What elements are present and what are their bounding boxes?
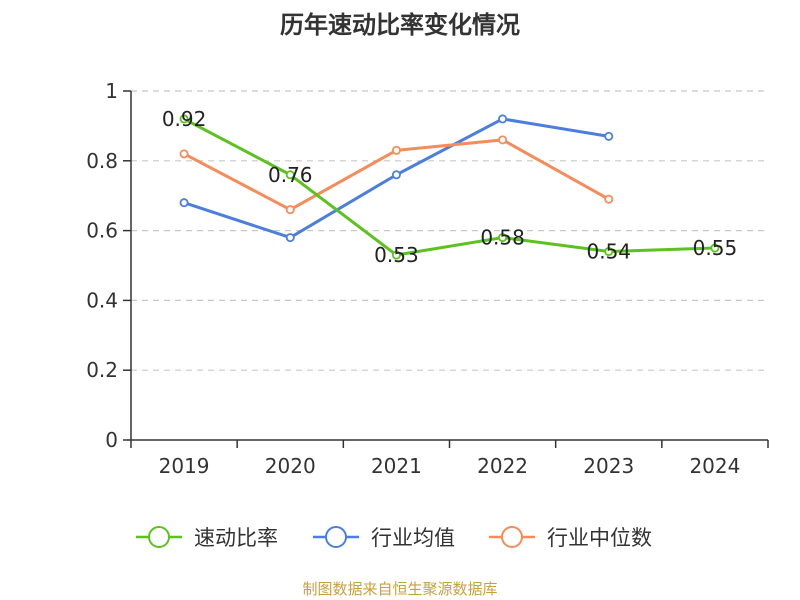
data-point xyxy=(498,114,508,124)
x-tick-label: 2024 xyxy=(689,454,740,478)
x-tick-label: 2021 xyxy=(371,454,422,478)
data-label: 0.58 xyxy=(480,226,525,250)
data-label: 0.54 xyxy=(586,240,631,264)
data-point xyxy=(498,233,508,243)
x-tick-label: 2022 xyxy=(477,454,528,478)
data-label: 0.53 xyxy=(374,243,419,267)
data-point xyxy=(179,114,189,124)
grid-lines xyxy=(131,90,768,371)
legend-label: 行业中位数 xyxy=(547,526,652,550)
source-note: 制图数据来自恒生聚源数据库 xyxy=(302,580,497,598)
y-tick-label: 0 xyxy=(105,428,118,452)
y-tick-label: 0.8 xyxy=(86,149,118,173)
legend-label: 速动比率 xyxy=(194,526,278,550)
data-point xyxy=(391,250,401,260)
legend-swatch-marker xyxy=(148,526,170,548)
y-tick-label: 1 xyxy=(105,79,118,103)
data-point xyxy=(179,149,189,159)
legend-item[interactable]: 行业均值 xyxy=(313,526,455,550)
data-label: 0.76 xyxy=(268,163,313,187)
data-point xyxy=(179,198,189,208)
data-point xyxy=(604,131,614,141)
y-tick-label: 0.6 xyxy=(86,219,118,243)
data-labels: 0.92 0.76 0.53 0.58 0.54 0.55 xyxy=(162,107,737,267)
series-line xyxy=(183,117,715,257)
data-point xyxy=(285,205,295,215)
data-point xyxy=(498,135,508,145)
legend-swatch-marker xyxy=(501,526,523,548)
data-label: 0.92 xyxy=(162,107,207,131)
data-point xyxy=(710,243,720,253)
data-point xyxy=(285,170,295,180)
legend-swatch-marker xyxy=(325,526,347,548)
legend: 速动比率 行业均值 行业中位数 xyxy=(136,526,652,550)
legend-item[interactable]: 速动比率 xyxy=(136,526,278,550)
data-point xyxy=(285,233,295,243)
x-tick-label: 2023 xyxy=(583,454,634,478)
x-tick-label: 2020 xyxy=(265,454,316,478)
data-point xyxy=(604,194,614,204)
legend-item[interactable]: 行业中位数 xyxy=(489,526,652,550)
data-label: 0.55 xyxy=(693,236,738,260)
data-point xyxy=(391,170,401,180)
axes: 0 0.2 0.4 0.6 0.8 1 2019 2020 2021 2022 2023 2024 xyxy=(86,79,769,478)
chart-title: 历年速动比率变化情况 xyxy=(280,11,520,39)
data-point xyxy=(604,247,614,257)
series-layer xyxy=(179,114,720,260)
x-tick-label: 2019 xyxy=(159,454,210,478)
y-tick-label: 0.4 xyxy=(86,288,118,312)
data-point xyxy=(391,145,401,155)
y-tick-label: 0.2 xyxy=(86,358,118,382)
legend-label: 行业均值 xyxy=(371,526,455,550)
